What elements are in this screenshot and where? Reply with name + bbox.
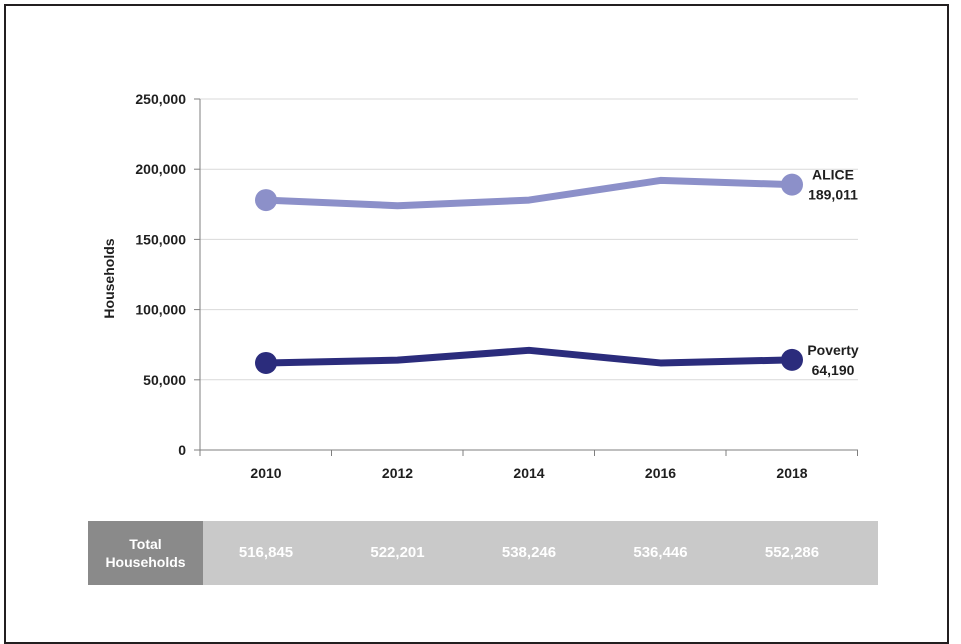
x-tick-label: 2012 — [382, 465, 413, 481]
x-tick-label: 2010 — [250, 465, 281, 481]
x-tick-label: 2016 — [645, 465, 676, 481]
x-tick-label: 2014 — [513, 465, 544, 481]
total-households-value: 538,246 — [501, 544, 557, 561]
y-tick-label: 50,000 — [143, 372, 186, 388]
y-tick-label: 200,000 — [135, 161, 186, 177]
series-value-label-alice: 189,011 — [808, 187, 858, 203]
series-marker-poverty — [255, 351, 277, 374]
labels-layer: ALICE 189,011 Poverty 64,190 — [807, 167, 859, 378]
y-tick-label: 250,000 — [135, 91, 186, 107]
series-marker-alice — [255, 189, 277, 212]
total-households-value: 522,201 — [370, 544, 425, 561]
total-households-value: 552,286 — [764, 544, 820, 561]
y-tick-label: 100,000 — [135, 302, 186, 318]
y-tick-label: 150,000 — [135, 231, 186, 247]
total-households-header-line2: Households — [105, 554, 186, 570]
series-name-label-poverty: Poverty — [807, 342, 859, 358]
series-marker-poverty — [781, 348, 803, 371]
total-households-value: 516,845 — [238, 544, 294, 561]
total-households-values: 516,845 522,201 538,246 536,446 552,286 — [203, 521, 878, 585]
total-households-value: 536,446 — [633, 544, 688, 561]
y-tick-label: 0 — [178, 442, 186, 458]
axes: 0 50,000 100,000 150,000 200,000 250,000 2010 2… — [101, 91, 858, 481]
series-line-poverty — [262, 346, 796, 367]
y-axis-label: Households — [101, 238, 117, 318]
total-households-header: Total Households — [88, 521, 203, 585]
total-households-row: Total Households 516,845 522,201 538,246 53… — [88, 521, 878, 585]
series-marker-alice — [781, 173, 803, 196]
series-name-label-alice: ALICE — [812, 167, 854, 183]
series-value-label-poverty: 64,190 — [812, 362, 855, 378]
grid-lines — [200, 98, 858, 381]
x-tick-label: 2018 — [776, 465, 807, 481]
total-households-header-line1: Total — [129, 536, 162, 552]
series-layer — [255, 173, 803, 374]
series-line-alice — [262, 176, 796, 210]
